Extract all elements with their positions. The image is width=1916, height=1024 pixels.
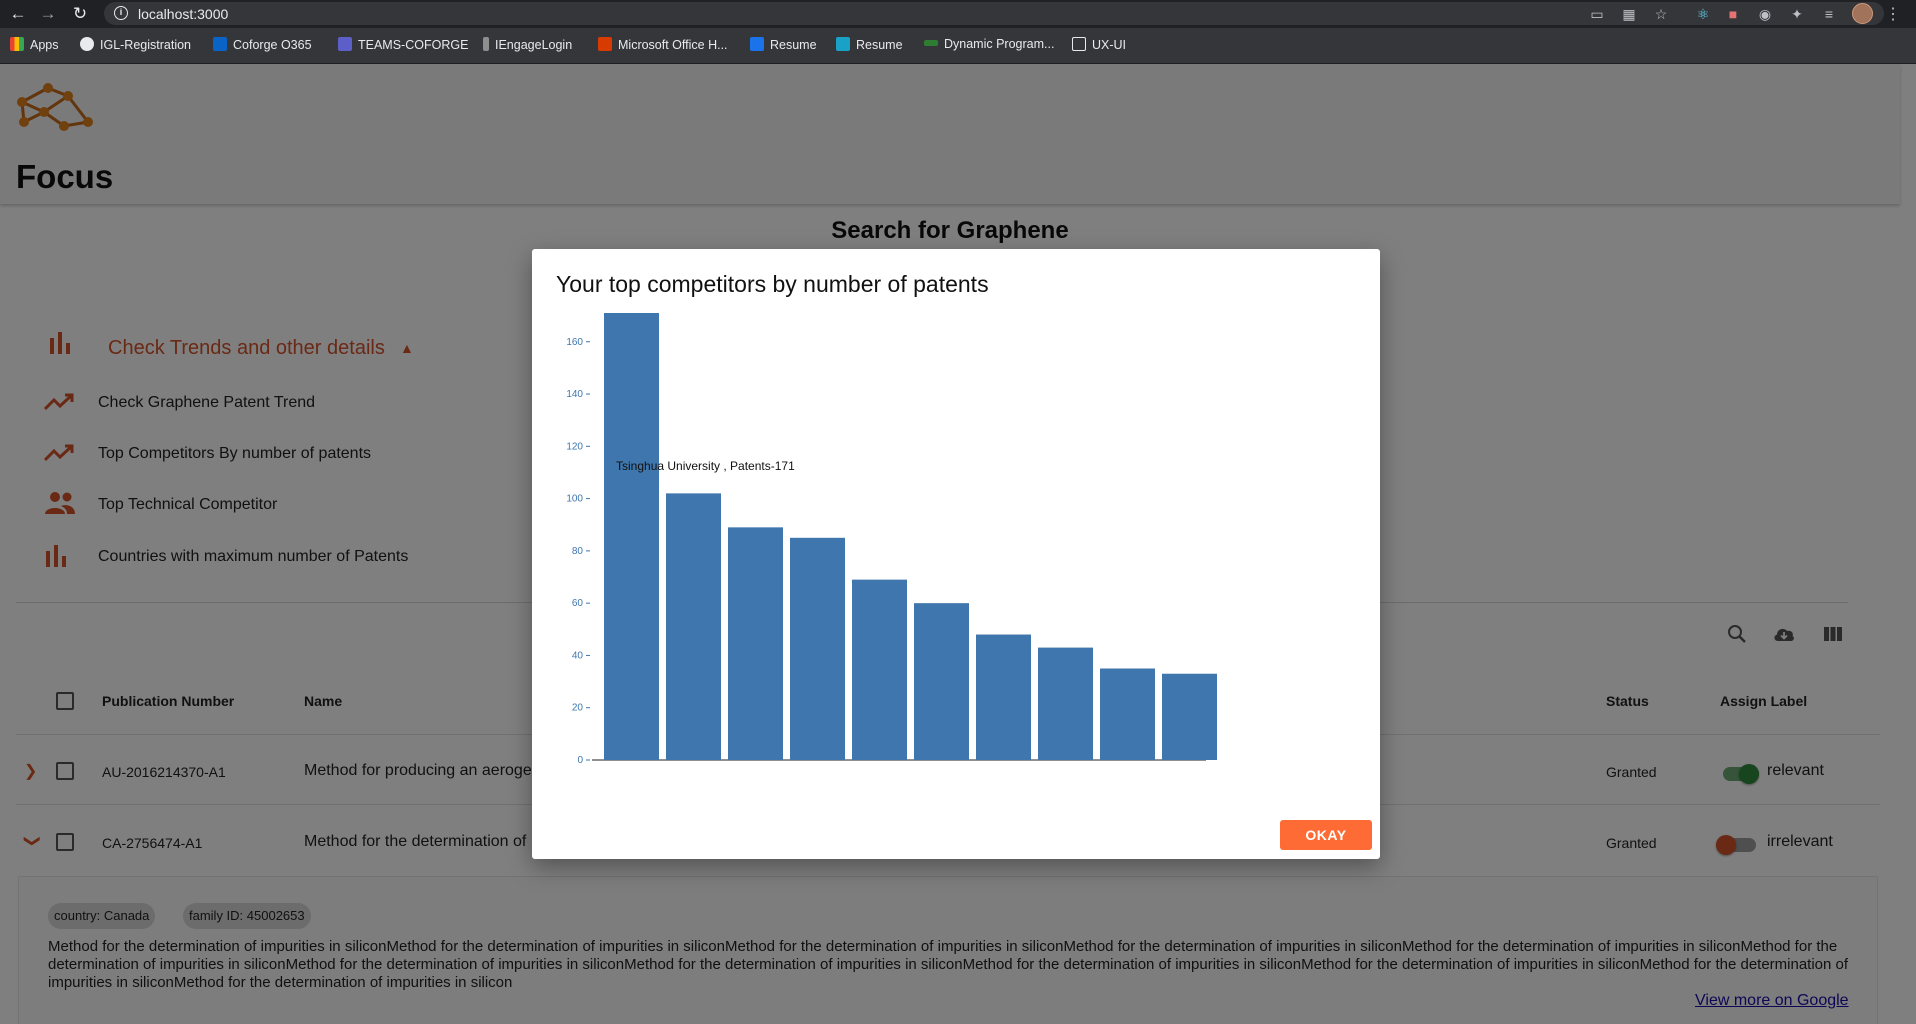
bookmarks-bar: Apps IGL-Registration Coforge O365 TEAMS… bbox=[0, 28, 1916, 64]
star-icon[interactable]: ☆ bbox=[1654, 6, 1668, 22]
browser-toolbar: ← → ↻ i localhost:3000 ▭ ▦ ☆ ⚛ ■ ◉ ✦ ≡ ⋮ bbox=[0, 0, 1916, 28]
chart-bar[interactable] bbox=[666, 493, 721, 760]
back-icon[interactable]: ← bbox=[9, 4, 27, 23]
bar-tooltip: Tsinghua University , Patents-171 bbox=[616, 459, 795, 473]
y-tick-label: 100 bbox=[566, 494, 583, 505]
bookmark-resume-2[interactable]: Resume bbox=[836, 37, 903, 52]
y-tick-label: 20 bbox=[572, 703, 584, 714]
bookmark-resume-1[interactable]: Resume bbox=[750, 37, 817, 52]
profile-avatar[interactable] bbox=[1852, 3, 1873, 24]
competitors-bar-chart: 0 20 40 60 80 100 120 140 160 Tsinghua Universit… bbox=[566, 313, 1217, 766]
y-tick-label: 60 bbox=[572, 598, 584, 609]
y-tick-label: 120 bbox=[566, 441, 583, 452]
extension-icon[interactable]: ■ bbox=[1728, 6, 1738, 22]
chart-bar[interactable] bbox=[976, 634, 1031, 760]
bookmark-igl-registration[interactable]: IGL-Registration bbox=[80, 37, 191, 52]
qr-icon[interactable]: ▦ bbox=[1622, 6, 1636, 22]
y-tick-label: 160 bbox=[566, 337, 583, 348]
y-tick-label: 40 bbox=[572, 650, 584, 661]
info-icon[interactable]: i bbox=[114, 6, 128, 20]
bookmark-ux-ui[interactable]: UX-UI bbox=[1072, 37, 1126, 52]
url-text: localhost:3000 bbox=[138, 6, 229, 22]
reload-icon[interactable]: ↻ bbox=[72, 4, 88, 23]
react-extension-icon[interactable]: ⚛ bbox=[1696, 6, 1710, 22]
bookmark-microsoft-office[interactable]: Microsoft Office H... bbox=[598, 37, 728, 52]
modal-title: Your top competitors by number of patent… bbox=[556, 271, 989, 297]
puzzle-icon[interactable]: ✦ bbox=[1791, 6, 1803, 22]
chart-bar[interactable] bbox=[1100, 668, 1155, 760]
bookmark-coforge-o365[interactable]: Coforge O365 bbox=[213, 37, 312, 52]
chart-bar[interactable] bbox=[790, 537, 845, 760]
bookmark-dynamic-program[interactable]: Dynamic Program... bbox=[924, 37, 1054, 51]
cast-icon[interactable]: ▭ bbox=[1590, 6, 1604, 22]
chart-bar[interactable] bbox=[1162, 673, 1217, 760]
chart-bar[interactable] bbox=[852, 579, 907, 760]
y-tick-label: 80 bbox=[572, 546, 584, 557]
bookmark-iengage-login[interactable]: IEngageLogin bbox=[483, 37, 572, 52]
chart-bar[interactable] bbox=[604, 313, 659, 760]
bookmark-apps[interactable]: Apps bbox=[10, 37, 59, 52]
camera-icon[interactable]: ◉ bbox=[1758, 6, 1772, 22]
playlist-icon[interactable]: ≡ bbox=[1824, 6, 1834, 22]
more-menu-icon[interactable]: ⋮ bbox=[1885, 6, 1901, 23]
bookmark-teams-coforge[interactable]: TEAMS-COFORGE bbox=[338, 37, 468, 52]
forward-icon[interactable]: → bbox=[39, 4, 57, 23]
competitors-modal: Your top competitors by number of patent… bbox=[532, 249, 1380, 859]
address-bar[interactable]: i localhost:3000 bbox=[104, 2, 1884, 25]
chart-bar[interactable] bbox=[1038, 647, 1093, 760]
y-tick-label: 0 bbox=[577, 755, 583, 766]
chart-bar[interactable] bbox=[914, 603, 969, 760]
y-tick-label: 140 bbox=[566, 389, 583, 400]
okay-button[interactable]: OKAY bbox=[1280, 820, 1372, 850]
chart-bar[interactable] bbox=[728, 527, 783, 760]
